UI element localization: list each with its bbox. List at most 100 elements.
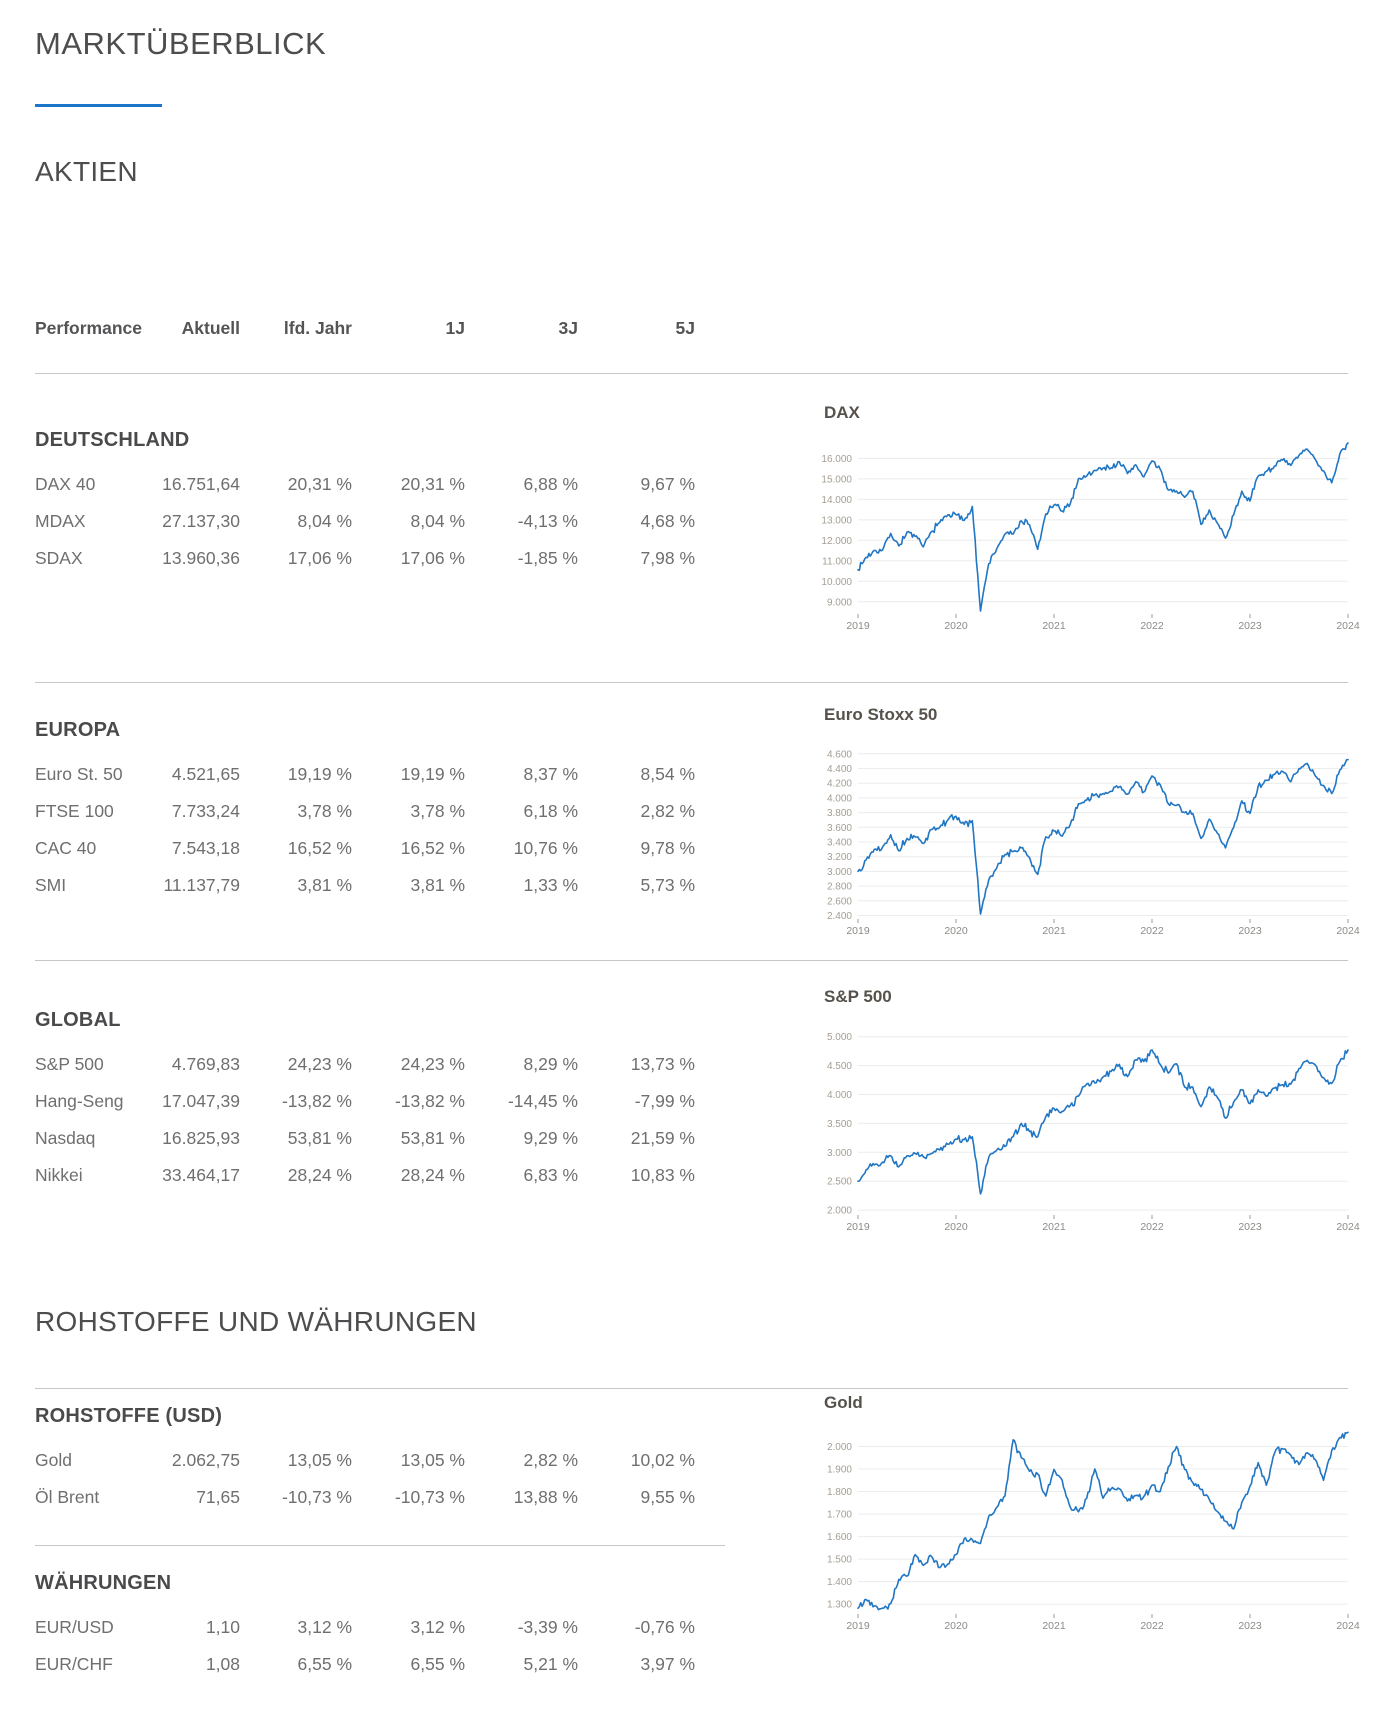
cell-value: 11.137,79 — [163, 875, 240, 895]
row-label: FTSE 100 — [35, 801, 114, 821]
section-title-aktien: AKTIEN — [35, 156, 138, 187]
cell-value: -0,76 % — [634, 1617, 695, 1637]
row-label: EUR/USD — [35, 1617, 114, 1637]
table-row: EUR/USD 1,10 3,12 % 3,12 % -3,39 % -0,76 % — [35, 1609, 735, 1646]
cell-value: 21,59 % — [630, 1128, 695, 1148]
column-header-1j: 1J — [445, 318, 465, 338]
table-row: EUR/CHF 1,08 6,55 % 6,55 % 5,21 % 3,97 % — [35, 1646, 735, 1683]
y-axis-tick-label: 2.800 — [827, 882, 852, 893]
table-row: CAC 40 7.543,18 16,52 % 16,52 % 10,76 % 9,78 … — [35, 830, 735, 867]
cell-value: 7,98 % — [640, 548, 695, 568]
cell-value: 3,81 % — [410, 875, 465, 895]
y-axis-tick-label: 14.000 — [821, 495, 852, 506]
cell-value: 3,78 % — [410, 801, 465, 821]
dax-chart: 9.000 10.000 11.000 12.000 13.000 14.000 15.00… — [821, 442, 1360, 632]
y-axis-tick-label: 4.400 — [827, 764, 852, 775]
table-group-global: GLOBAL S&P 500 4.769,83 24,23 % 24,23 % 8,29… — [35, 1005, 735, 1194]
chart-title-dax: DAX — [824, 403, 860, 422]
group-rows: S&P 500 4.769,83 24,23 % 24,23 % 8,29 % 13,73… — [35, 1046, 735, 1194]
y-axis-tick-label: 4.000 — [827, 793, 852, 804]
row-label: Öl Brent — [35, 1487, 100, 1507]
x-axis-tick-label: 2019 — [846, 1221, 870, 1233]
y-axis-tick-label: 5.000 — [827, 1032, 852, 1043]
group-heading: DEUTSCHLAND — [35, 429, 190, 451]
table-group-waehrungen: WÄHRUNGEN EUR/USD 1,10 3,12 % 3,12 % -3,39 %… — [35, 1568, 735, 1683]
cell-value: -3,39 % — [517, 1617, 578, 1637]
y-axis-tick-label: 4.600 — [827, 749, 852, 760]
cell-value: 20,31 % — [287, 474, 352, 494]
cell-value: 10,83 % — [630, 1165, 695, 1185]
y-axis-tick-label: 2.600 — [827, 896, 852, 907]
y-axis-tick-label: 12.000 — [821, 536, 852, 547]
y-axis-tick-label: 1.400 — [827, 1577, 852, 1588]
cell-value: 17,06 % — [287, 548, 352, 568]
table-group-deutschland: DEUTSCHLAND DAX 40 16.751,64 20,31 % 20,31 … — [35, 425, 735, 577]
x-axis-tick-label: 2020 — [944, 620, 968, 632]
cell-value: 19,19 % — [400, 764, 465, 784]
x-axis-tick-label: 2019 — [846, 620, 870, 632]
section-separator — [35, 1388, 1348, 1389]
row-label: Hang-Seng — [35, 1091, 124, 1111]
cell-value: 13.960,36 — [162, 548, 240, 568]
section-separator — [35, 682, 1348, 683]
cell-value: -4,13 % — [517, 511, 578, 531]
y-axis-tick-label: 4.200 — [827, 779, 852, 790]
cell-value: -10,73 % — [394, 1487, 465, 1507]
row-label: Gold — [35, 1450, 72, 1470]
cell-value: 7.733,24 — [171, 801, 240, 821]
x-axis-tick-label: 2023 — [1238, 620, 1262, 632]
cell-value: 9,78 % — [640, 838, 695, 858]
cell-value: 6,88 % — [523, 474, 578, 494]
x-axis-tick-label: 2021 — [1042, 1221, 1066, 1233]
table-row: Öl Brent 71,65 -10,73 % -10,73 % 13,88 % 9,55… — [35, 1479, 735, 1516]
column-header-5j: 5J — [675, 318, 695, 338]
group-rows: Euro St. 50 4.521,65 19,19 % 19,19 % 8,37 % 8… — [35, 756, 735, 904]
x-axis-tick-label: 2024 — [1336, 1221, 1360, 1233]
row-label: SDAX — [35, 548, 83, 568]
x-axis-tick-label: 2023 — [1238, 925, 1262, 937]
table-row: Gold 2.062,75 13,05 % 13,05 % 2,82 % 10,02 % — [35, 1442, 735, 1479]
section-separator — [35, 960, 1348, 961]
cell-value: 4,68 % — [640, 511, 695, 531]
gold-chart: 1.300 1.400 1.500 1.600 1.700 1.800 1.900 2.000… — [827, 1431, 1360, 1632]
x-axis-tick-label: 2019 — [846, 925, 870, 937]
price-line — [857, 1431, 1349, 1611]
title-accent-bar — [35, 104, 162, 107]
cell-value: 2,82 % — [640, 801, 695, 821]
y-axis-tick-label: 4.000 — [827, 1090, 852, 1101]
cell-value: 3,12 % — [297, 1617, 352, 1637]
group-rows: EUR/USD 1,10 3,12 % 3,12 % -3,39 % -0,76 % EUR… — [35, 1609, 735, 1683]
section-separator — [35, 1545, 725, 1546]
column-header-lfd-jahr: lfd. Jahr — [283, 318, 352, 338]
row-label: Euro St. 50 — [35, 764, 123, 784]
table-row: Nikkei 33.464,17 28,24 % 28,24 % 6,83 % 10,83… — [35, 1157, 735, 1194]
x-axis-tick-label: 2024 — [1336, 925, 1360, 937]
y-axis-tick-label: 13.000 — [821, 515, 852, 526]
cell-value: 8,29 % — [523, 1054, 578, 1074]
y-axis-tick-label: 2.400 — [827, 911, 852, 922]
y-axis-tick-label: 1.600 — [827, 1532, 852, 1543]
row-label: Nasdaq — [35, 1128, 96, 1148]
cell-value: 24,23 % — [287, 1054, 352, 1074]
y-axis-tick-label: 3.000 — [827, 867, 852, 878]
cell-value: 13,05 % — [400, 1450, 465, 1470]
x-axis-tick-label: 2019 — [846, 1620, 870, 1632]
cell-value: 3,81 % — [297, 875, 352, 895]
page-title: MARKTÜBERBLICK — [35, 26, 327, 61]
cell-value: 6,83 % — [523, 1165, 578, 1185]
y-axis-tick-label: 3.500 — [827, 1119, 852, 1130]
x-axis-tick-label: 2020 — [944, 1221, 968, 1233]
row-label: CAC 40 — [35, 838, 97, 858]
cell-value: 6,55 % — [410, 1654, 465, 1674]
cell-value: 16.751,64 — [162, 474, 240, 494]
x-axis-tick-label: 2024 — [1336, 1620, 1360, 1632]
table-row: Euro St. 50 4.521,65 19,19 % 19,19 % 8,37 % 8… — [35, 756, 735, 793]
cell-value: 1,08 — [205, 1654, 240, 1674]
row-label: S&P 500 — [35, 1054, 104, 1074]
cell-value: 28,24 % — [400, 1165, 465, 1185]
table-group-rohstoffe: ROHSTOFFE (USD) Gold 2.062,75 13,05 % 13,05… — [35, 1401, 735, 1516]
y-axis-tick-label: 11.000 — [822, 556, 852, 567]
cell-value: 17,06 % — [400, 548, 465, 568]
cell-value: -7,99 % — [634, 1091, 695, 1111]
cell-value: 1,10 — [205, 1617, 240, 1637]
